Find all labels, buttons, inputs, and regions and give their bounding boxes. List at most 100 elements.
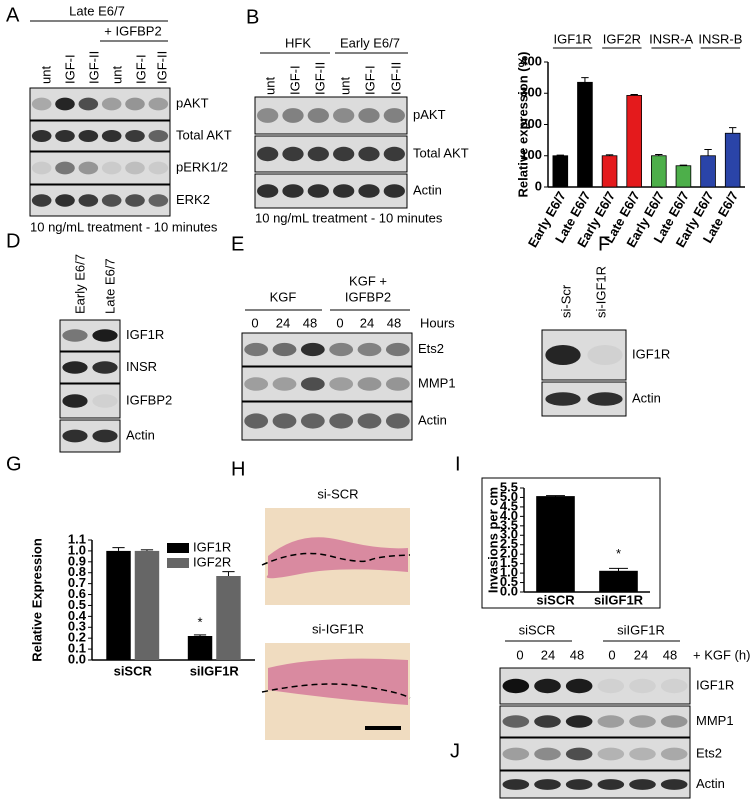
blot-band: [55, 130, 75, 142]
header: Late E6/7: [69, 3, 125, 18]
blot-band: [148, 97, 169, 111]
legend-label: IGF2R: [193, 554, 231, 569]
blot-band: [329, 377, 354, 391]
blot-band: [244, 377, 269, 391]
bar: [187, 636, 213, 660]
blot-band: [333, 108, 355, 123]
image-label: si-IGF1R: [312, 621, 364, 636]
lane-label: IGF-II: [86, 51, 101, 84]
group-label: HFK: [285, 35, 311, 50]
blot-band: [244, 342, 269, 357]
blot: [241, 366, 413, 402]
time-label: 24: [541, 647, 555, 662]
blot-band: [62, 329, 88, 342]
blot-label: MMP1: [418, 375, 456, 390]
bar: [651, 155, 667, 188]
blot-band: [78, 97, 99, 111]
y-axis-label: Relative Expression: [29, 538, 44, 662]
blot-band: [92, 361, 118, 374]
y-tick-label: 400: [520, 53, 542, 68]
blot-band: [534, 715, 561, 728]
blot-band: [101, 97, 122, 111]
tissue: [268, 658, 408, 705]
caption: 10 ng/mL treatment - 10 minutes: [30, 219, 218, 234]
blot: [499, 770, 691, 799]
blot-label: MMP1: [696, 713, 734, 728]
y-tick-label: 0.7: [68, 575, 86, 590]
blot-band: [545, 392, 581, 406]
blot-band: [101, 161, 122, 175]
y-tick-label: 0.4: [68, 608, 87, 623]
blot-band: [148, 194, 169, 207]
blot-band: [92, 329, 118, 342]
blot-label: Total AKT: [413, 145, 469, 160]
blot-band: [502, 715, 530, 728]
blot: [29, 87, 171, 121]
panel-label: A: [6, 4, 20, 26]
dashed-boundary: [261, 552, 411, 566]
blot-band: [307, 108, 329, 123]
blot-label: Actin: [126, 427, 155, 442]
blot-band: [385, 413, 410, 429]
blot-band: [383, 146, 405, 162]
blot-band: [565, 715, 593, 728]
blot-label: Actin: [632, 390, 661, 405]
subheader: + IGFBP2: [104, 23, 161, 38]
blot-band: [300, 342, 325, 357]
blot-band: [502, 747, 530, 761]
lane-label: IGF-II: [154, 51, 169, 84]
blot-band: [358, 184, 380, 198]
blot-band: [282, 146, 304, 162]
time-label: 48: [303, 315, 317, 330]
group-label: KGF: [270, 289, 297, 304]
treatment-label: + KGF (h): [693, 647, 750, 662]
y-tick-label: 3.5: [500, 517, 518, 532]
blot-band: [383, 108, 405, 123]
blot-band: [502, 678, 530, 694]
blot-band: [62, 394, 88, 408]
blot-band: [55, 97, 75, 111]
blot-band: [629, 779, 656, 790]
y-tick-label: 1.0: [68, 542, 86, 557]
blot-band: [31, 161, 52, 175]
blot-band: [357, 413, 382, 429]
blot-label: pAKT: [176, 95, 209, 110]
x-tick-label: siSCR: [536, 592, 575, 607]
time-header: Hours: [420, 315, 455, 330]
blot-band: [358, 146, 380, 162]
lane-label: unt: [109, 66, 124, 84]
y-tick-label: 0.3: [68, 619, 86, 634]
blot: [254, 135, 408, 173]
blot: [499, 705, 691, 738]
legend-swatch: [167, 558, 189, 568]
bar: [216, 576, 241, 660]
y-tick-label: 2.5: [500, 536, 518, 551]
bar: [577, 81, 593, 188]
blot-band: [282, 108, 304, 123]
y-tick-label: 1.5: [500, 555, 518, 570]
blot-band: [502, 779, 530, 790]
blot-band: [31, 97, 52, 111]
time-label: 0: [608, 647, 615, 662]
lane-label: IGF-I: [133, 54, 148, 84]
group-label: IGF1R: [553, 31, 591, 46]
caption: 10 ng/mL treatment - 10 minutes: [255, 210, 443, 225]
blot: [241, 332, 413, 367]
blot-band: [534, 747, 561, 761]
bar: [552, 155, 569, 188]
blot-band: [101, 194, 122, 207]
time-label: 48: [387, 315, 401, 330]
blot-band: [62, 429, 88, 443]
blot-band: [329, 413, 354, 429]
y-tick-label: 0.2: [68, 630, 86, 645]
blot: [241, 401, 413, 441]
legend-label: IGF1R: [193, 539, 231, 554]
panel-label: E: [231, 233, 244, 255]
bar: [700, 155, 716, 188]
blot: [29, 184, 171, 217]
time-label: 48: [570, 647, 584, 662]
lane-label: IGF-I: [62, 54, 77, 84]
bar: [601, 155, 618, 188]
blot-band: [125, 97, 145, 111]
blot-label: ERK2: [176, 192, 210, 207]
